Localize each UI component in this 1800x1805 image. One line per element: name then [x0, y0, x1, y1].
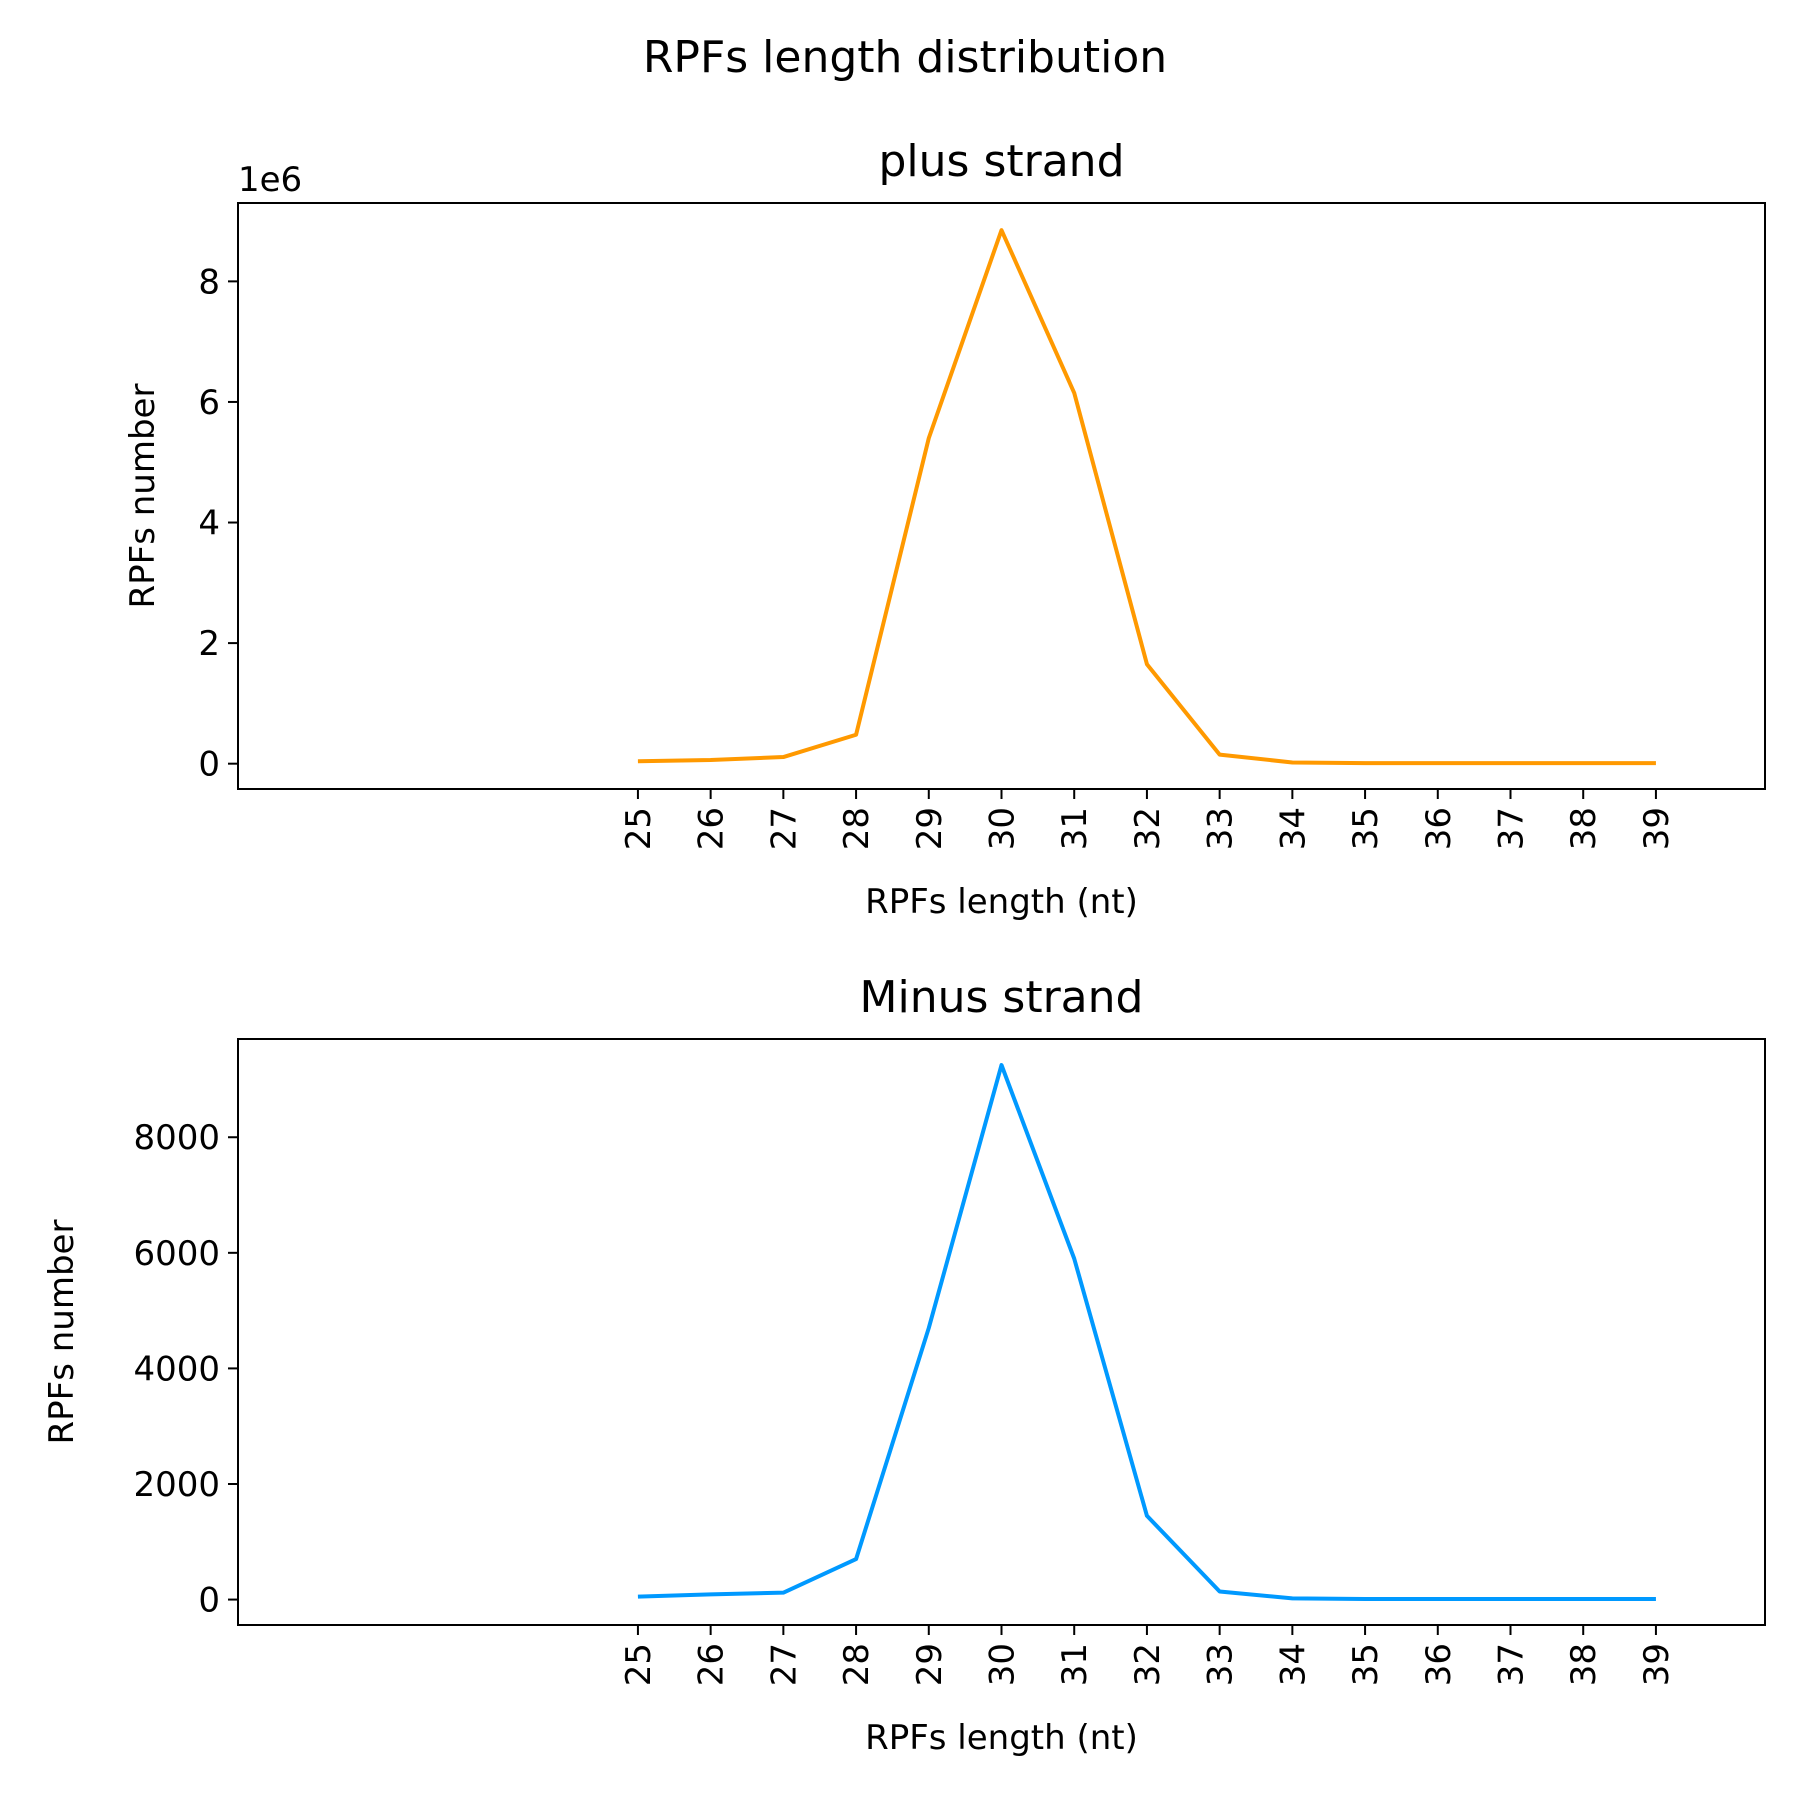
- plus-strand-x-tick-label: 31: [1055, 807, 1095, 850]
- minus-strand-title: Minus strand: [860, 972, 1144, 1023]
- plus-strand-y-tick-label: 2: [198, 624, 220, 664]
- minus-strand-y-tick-label: 2000: [133, 1465, 220, 1505]
- plus-strand-x-tick-label: 34: [1273, 807, 1313, 850]
- minus-strand-x-tick-label: 25: [619, 1643, 659, 1686]
- plus-strand-x-tick-label: 27: [764, 807, 804, 850]
- plus-strand-x-tick-label: 35: [1346, 807, 1386, 850]
- plus-strand-x-axis-label: RPFs length (nt): [865, 882, 1138, 922]
- minus-strand-x-tick-label: 34: [1273, 1643, 1313, 1686]
- minus-strand-y-tick-label: 8000: [133, 1118, 220, 1158]
- plus-strand-x-tick-label: 33: [1201, 807, 1241, 850]
- minus-strand-x-tick-label: 30: [983, 1643, 1023, 1686]
- minus-strand-y-tick-label: 0: [198, 1581, 220, 1621]
- plus-strand-x-tick-label: 30: [983, 807, 1023, 850]
- minus-strand-x-axis-label: RPFs length (nt): [865, 1718, 1138, 1758]
- plus-strand-x-tick-label: 39: [1637, 807, 1677, 850]
- minus-strand-x-tick-label: 32: [1128, 1643, 1168, 1686]
- minus-strand-x-tick-label: 39: [1637, 1643, 1677, 1686]
- minus-strand-y-axis-label: RPFs number: [42, 1220, 82, 1445]
- plus-strand-y-axis-label: RPFs number: [123, 384, 163, 609]
- plus-strand-y-offset-label: 1e6: [238, 160, 302, 200]
- minus-strand-x-tick-label: 33: [1201, 1643, 1241, 1686]
- plus-strand-y-tick-label: 0: [198, 745, 220, 785]
- minus-strand-x-tick-label: 27: [764, 1643, 804, 1686]
- figure-title: RPFs length distribution: [643, 32, 1167, 83]
- plus-strand-x-tick-label: 36: [1419, 807, 1459, 850]
- minus-strand-y-tick-label: 6000: [133, 1234, 220, 1274]
- plus-strand-x-tick-label: 37: [1492, 807, 1532, 850]
- plus-strand-x-tick-label: 32: [1128, 807, 1168, 850]
- minus-strand-x-tick-label: 29: [910, 1643, 950, 1686]
- plus-strand-x-tick-label: 38: [1564, 807, 1604, 850]
- plus-strand-x-tick-label: 25: [619, 807, 659, 850]
- minus-strand-x-tick-label: 35: [1346, 1643, 1386, 1686]
- plus-strand-x-tick-label: 26: [692, 807, 732, 850]
- minus-strand-x-tick-label: 26: [692, 1643, 732, 1686]
- minus-strand-x-tick-label: 36: [1419, 1643, 1459, 1686]
- plus-strand-x-tick-label: 28: [837, 807, 877, 850]
- minus-strand-x-tick-label: 31: [1055, 1643, 1095, 1686]
- plus-strand-x-tick-label: 29: [910, 807, 950, 850]
- plus-strand-y-tick-label: 6: [198, 383, 220, 423]
- minus-strand-x-tick-label: 38: [1564, 1643, 1604, 1686]
- minus-strand-x-tick-label: 37: [1492, 1643, 1532, 1686]
- minus-strand-y-tick-label: 4000: [133, 1349, 220, 1389]
- plus-strand-y-tick-label: 8: [198, 262, 220, 302]
- plus-strand-title: plus strand: [879, 136, 1125, 187]
- minus-strand-x-tick-label: 28: [837, 1643, 877, 1686]
- plus-strand-y-tick-label: 4: [198, 504, 220, 544]
